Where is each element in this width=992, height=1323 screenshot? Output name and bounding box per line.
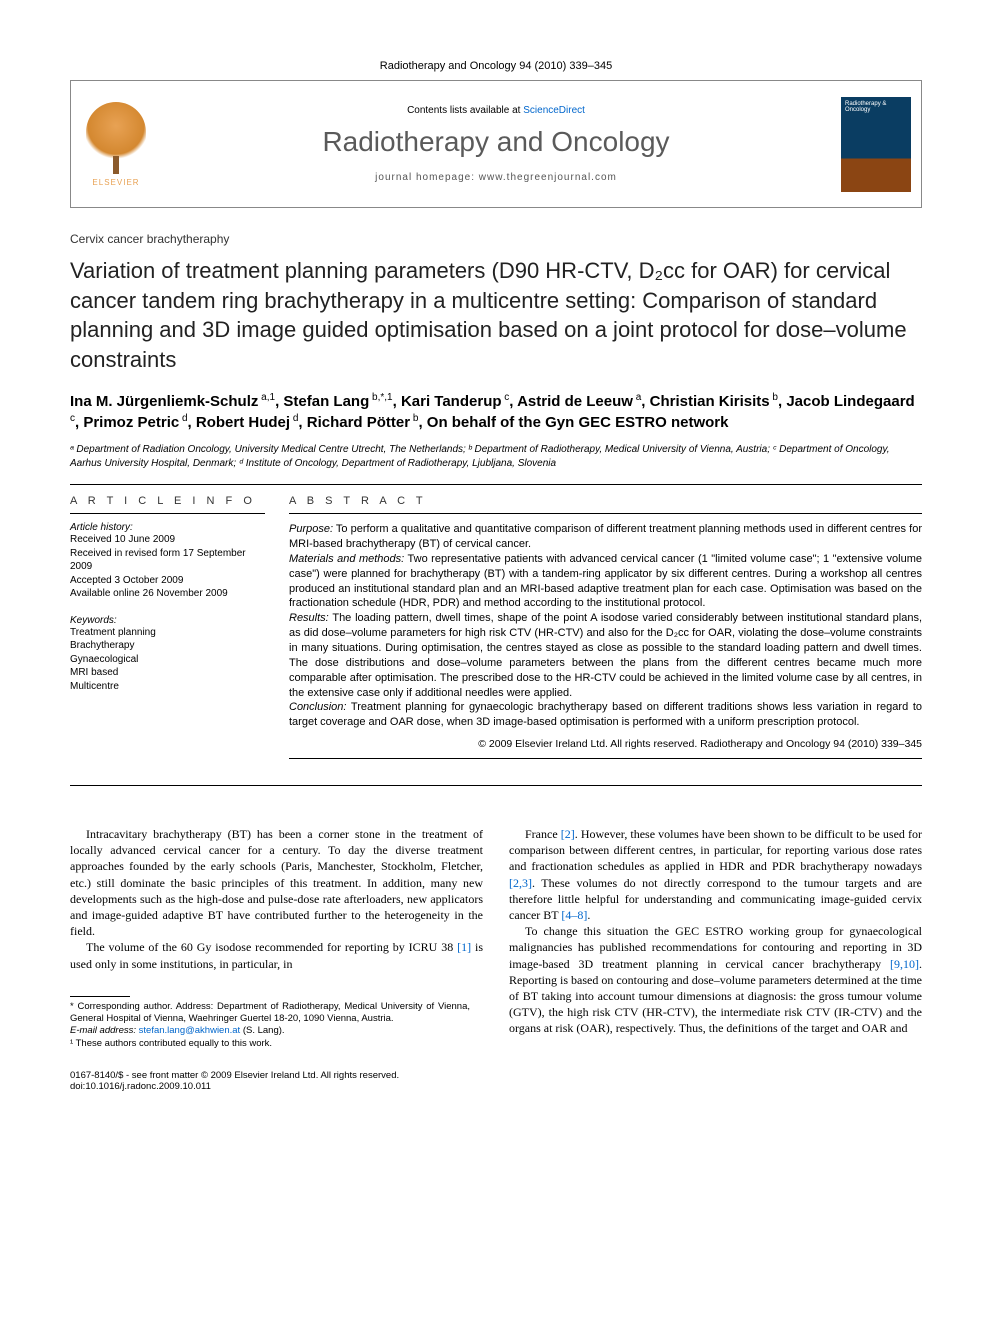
article-info-column: A R T I C L E I N F O Article history: R… [70, 495, 265, 767]
citation-header: Radiotherapy and Oncology 94 (2010) 339–… [70, 60, 922, 72]
ref-4-8[interactable]: [4–8] [561, 908, 587, 922]
mm-label: Materials and methods: [289, 553, 404, 565]
body-p1: Intracavitary brachytherapy (BT) has bee… [70, 826, 483, 939]
conclusion-text: Treatment planning for gynaecologic brac… [289, 701, 922, 728]
keywords-label: Keywords: [70, 615, 265, 626]
journal-name: Radiotherapy and Oncology [151, 126, 841, 158]
body-p2: The volume of the 60 Gy isodose recommen… [70, 939, 483, 971]
email-line: E-mail address: stefan.lang@akhwien.at (… [70, 1025, 470, 1037]
rule-bottom [70, 785, 922, 786]
ref-2[interactable]: [2] [561, 827, 575, 841]
cover-thumbnail[interactable]: Radiotherapy & Oncology [841, 97, 911, 192]
article-title: Variation of treatment planning paramete… [70, 256, 922, 375]
masthead: ELSEVIER Contents lists available at Sci… [70, 80, 922, 208]
article-type: Cervix cancer brachytheraphy [70, 232, 922, 246]
ref-9-10[interactable]: [9,10] [890, 957, 919, 971]
authors: Ina M. Jürgenliemk-Schulz a,1, Stefan La… [70, 391, 922, 434]
homepage-label: journal homepage: [375, 172, 479, 183]
article-info-heading: A R T I C L E I N F O [70, 495, 265, 507]
body-p4: To change this situation the GEC ESTRO w… [509, 923, 922, 1036]
abstract-copyright: © 2009 Elsevier Ireland Ltd. All rights … [289, 738, 922, 750]
email-label: E-mail address: [70, 1025, 139, 1036]
sciencedirect-link[interactable]: ScienceDirect [523, 105, 585, 116]
conclusion-label: Conclusion: [289, 701, 346, 713]
results-label: Results: [289, 612, 329, 624]
ref-1[interactable]: [1] [457, 940, 471, 954]
purpose-label: Purpose: [289, 523, 333, 535]
doi-line: doi:10.1016/j.radonc.2009.10.011 [70, 1081, 399, 1092]
corresponding-author: * Corresponding author. Address: Departm… [70, 1001, 470, 1026]
homepage-line: journal homepage: www.thegreenjournal.co… [151, 172, 841, 183]
body-p3: France [2]. However, these volumes have … [509, 826, 922, 923]
ref-2-3[interactable]: [2,3] [509, 876, 532, 890]
keywords-text: Treatment planningBrachytherapyGynaecolo… [70, 626, 265, 694]
affiliations: ᵃ Department of Radiation Oncology, Univ… [70, 443, 922, 470]
elsevier-tree-icon [86, 102, 146, 162]
email-suffix: (S. Lang). [240, 1025, 284, 1036]
abstract-heading: A B S T R A C T [289, 495, 922, 507]
contents-line: Contents lists available at ScienceDirec… [151, 105, 841, 116]
homepage-url[interactable]: www.thegreenjournal.com [479, 172, 617, 183]
abstract-column: A B S T R A C T Purpose: To perform a qu… [289, 495, 922, 767]
elsevier-wordmark: ELSEVIER [92, 178, 139, 187]
cover-title: Radiotherapy & Oncology [845, 101, 911, 113]
purpose-text: To perform a qualitative and quantitativ… [289, 523, 922, 550]
history-label: Article history: [70, 522, 265, 533]
abstract-text: Purpose: To perform a qualitative and qu… [289, 522, 922, 730]
body-columns: Intracavitary brachytherapy (BT) has bee… [70, 826, 922, 1050]
front-matter-line: 0167-8140/$ - see front matter © 2009 El… [70, 1070, 399, 1081]
elsevier-logo[interactable]: ELSEVIER [81, 99, 151, 189]
results-text: The loading pattern, dwell times, shape … [289, 612, 922, 698]
contents-prefix: Contents lists available at [407, 105, 523, 116]
email-link[interactable]: stefan.lang@akhwien.at [139, 1025, 241, 1036]
rule-top [70, 484, 922, 485]
bottom-bar: 0167-8140/$ - see front matter © 2009 El… [70, 1070, 922, 1092]
equal-contrib-note: ¹ These authors contributed equally to t… [70, 1038, 470, 1050]
history-text: Received 10 June 2009Received in revised… [70, 533, 265, 601]
footnotes: * Corresponding author. Address: Departm… [70, 996, 470, 1050]
